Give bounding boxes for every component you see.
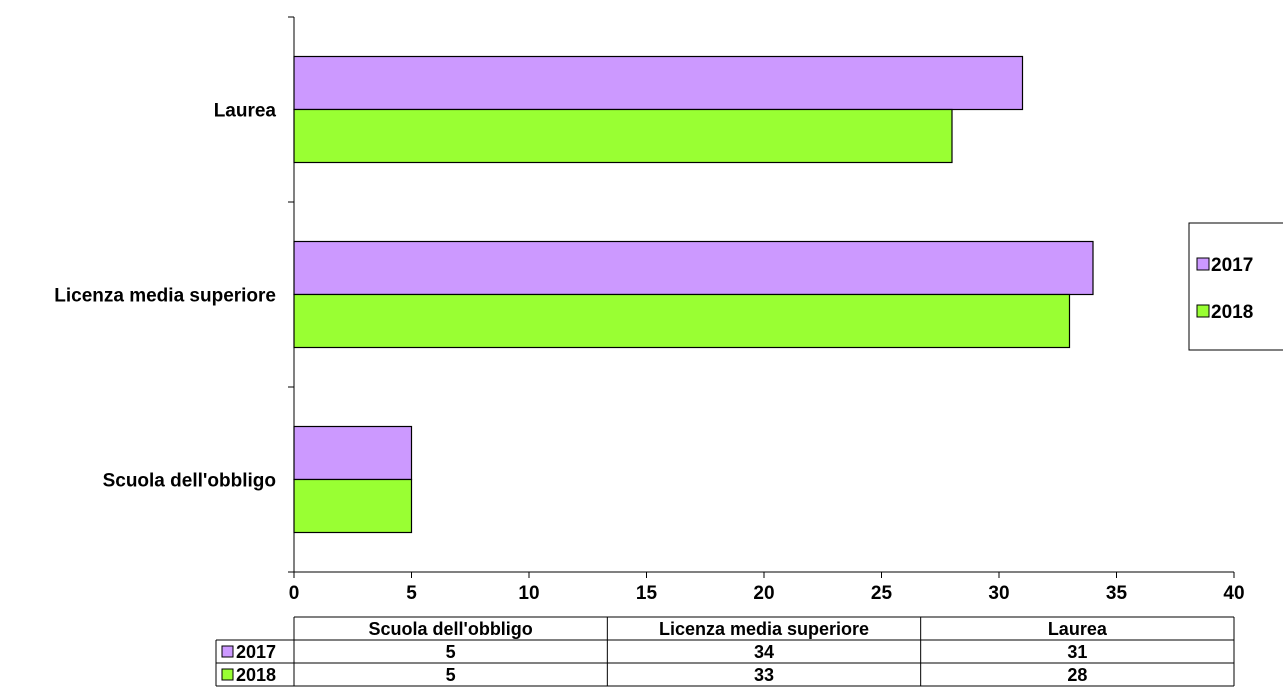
x-tick-label: 30 [988,583,1009,604]
bar [293,478,413,534]
table-cell: 31 [1067,642,1087,662]
legend-swatch [1196,304,1210,318]
category-labels: Scuola dell'obbligo Licenza media superio… [54,101,276,492]
category-label: Laurea [214,101,277,122]
x-tick-label: 40 [1223,583,1244,604]
legend: 2017 2018 [1188,222,1283,351]
table-cell: 28 [1067,665,1087,685]
table-cell: 34 [754,642,774,662]
legend-box [1188,222,1283,351]
category-label: Licenza media superiore [54,286,276,307]
table-row-label: 2017 [236,642,276,662]
bar [293,293,1071,349]
legend-label: 2018 [1211,302,1253,323]
legend-label: 2017 [1211,255,1253,276]
bar [293,55,1024,111]
x-tick-labels: 0 5 10 15 20 25 30 35 40 [289,583,1245,604]
x-tick-label: 0 [289,583,300,604]
table-legend-swatch [221,668,234,681]
x-tick-label: 20 [753,583,774,604]
category-label: Scuola dell'obbligo [103,471,276,492]
x-tick-label: 5 [406,583,417,604]
bar [293,425,413,481]
x-tick-label: 35 [1106,583,1128,604]
table-cell: 5 [446,642,456,662]
table-row-label: 2018 [236,665,276,685]
data-table: Scuola dell'obbligo Licenza media superio… [215,616,1235,687]
table-header-cell: Scuola dell'obbligo [369,619,533,639]
x-tick-label: 25 [871,583,893,604]
x-tick-label: 10 [518,583,539,604]
legend-swatch [1196,257,1210,271]
table-cell: 33 [754,665,774,685]
bars [293,55,1094,534]
table-cell: 5 [446,665,456,685]
x-tick-label: 15 [636,583,658,604]
bar [293,108,953,164]
table-header-cell: Laurea [1048,619,1108,639]
table-header-cell: Licenza media superiore [659,619,869,639]
bar [293,240,1094,296]
table-legend-swatch [221,645,234,658]
